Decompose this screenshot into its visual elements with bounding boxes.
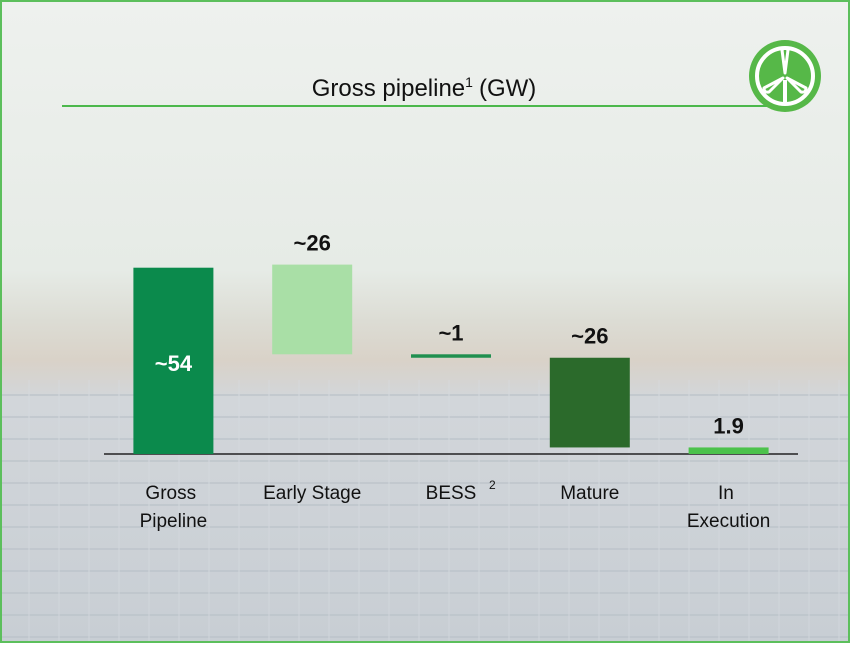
value-label: 1.9 [713,413,744,438]
x-tick-label: Gross Pipeline [140,483,208,532]
category-superscript: 2 [489,478,496,492]
value-label: ~54 [155,351,193,376]
wind-icon [749,40,821,112]
chart-title: Gross pipeline [312,75,465,102]
x-tick-label: Mature [560,483,619,504]
x-tick-label: In Execution [687,483,770,532]
title-superscript: 1 [465,74,473,90]
bar [549,357,630,448]
x-tick-label: BESS [426,483,477,504]
x-tick-label: Early Stage [263,483,361,504]
title-unit: (GW) [479,75,536,102]
bar [133,267,214,454]
value-label: ~26 [294,231,331,256]
bar [272,264,353,355]
bar [411,354,491,358]
bar [688,447,769,454]
value-label: ~26 [571,324,608,349]
value-label: ~1 [438,320,463,345]
chart-title-group: Gross pipeline1 (GW) [312,74,537,102]
